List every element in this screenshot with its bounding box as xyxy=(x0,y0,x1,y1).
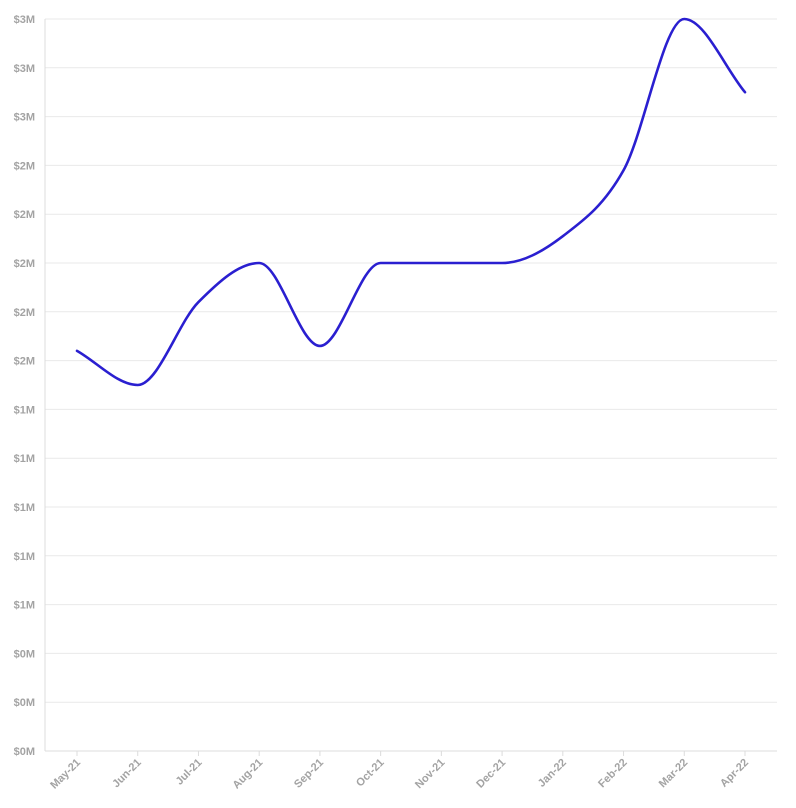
series-layer xyxy=(75,17,747,387)
y-tick-label: $1M xyxy=(14,600,35,612)
y-tick-label: $1M xyxy=(14,502,35,514)
x-tick-label: Jul-21 xyxy=(174,757,205,788)
y-tick-label: $2M xyxy=(14,209,35,221)
y-tick-label: $3M xyxy=(14,63,35,75)
y-tick-label: $2M xyxy=(14,160,35,172)
y-tick-label: $1M xyxy=(14,453,35,465)
series-line-0 xyxy=(75,17,747,387)
y-tick-label: $0M xyxy=(14,697,35,709)
y-tick-label: $1M xyxy=(14,551,35,563)
grid-layer xyxy=(45,18,777,752)
y-axis-ticks: $0M $0M $0M $1M $1M $1M $1M $1M $2M $2M $2M $2M $2M $… xyxy=(14,14,35,758)
x-tick-label: Aug-21 xyxy=(230,757,265,792)
y-tick-label: $2M xyxy=(14,356,35,368)
y-tick-label: $1M xyxy=(14,404,35,416)
x-tick-label: Apr-22 xyxy=(718,757,751,790)
x-axis-ticks: May-21 Jun-21 Jul-21 Aug-21 Sep-21 Oct-21 Nov-… xyxy=(48,751,751,791)
x-tick-label: Oct-21 xyxy=(354,757,387,790)
y-tick-label: $3M xyxy=(14,112,35,124)
x-tick-label: Sep-21 xyxy=(292,757,326,791)
y-tick-label: $0M xyxy=(14,746,35,758)
y-tick-label: $2M xyxy=(14,258,35,270)
x-tick-label: May-21 xyxy=(48,757,83,792)
y-tick-label: $3M xyxy=(14,14,35,26)
y-tick-label: $2M xyxy=(14,307,35,319)
x-tick-label: Feb-22 xyxy=(596,757,630,791)
x-tick-label: Jan-22 xyxy=(536,757,569,790)
x-tick-label: Dec-21 xyxy=(474,757,508,791)
x-tick-label: Mar-22 xyxy=(657,757,691,791)
axis-layer xyxy=(44,19,777,752)
x-tick-label: Nov-21 xyxy=(413,757,447,791)
x-tick-label: Jun-21 xyxy=(110,757,144,791)
y-tick-label: $0M xyxy=(14,648,35,660)
